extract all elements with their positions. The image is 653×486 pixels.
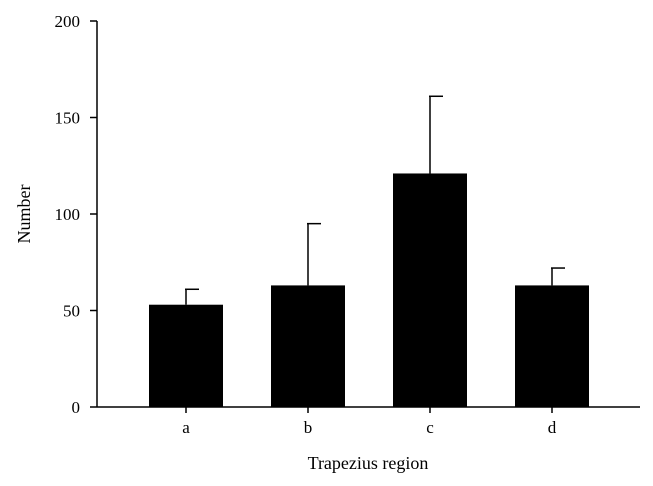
- x-ticks: a b c d: [182, 407, 557, 437]
- bar-d: [515, 285, 589, 407]
- x-tick-label-b: b: [304, 418, 313, 437]
- y-tick-label-50: 50: [63, 302, 80, 321]
- x-tick-label-c: c: [426, 418, 434, 437]
- bars: [149, 173, 589, 407]
- y-tick-label-0: 0: [72, 398, 81, 417]
- bar-b: [271, 285, 345, 407]
- error-bars: [185, 95, 565, 305]
- x-tick-label-d: d: [548, 418, 557, 437]
- y-ticks: 0 50 100 150 200: [55, 12, 97, 417]
- y-axis-title: Number: [14, 185, 34, 244]
- x-axis-title: Trapezius region: [308, 453, 429, 473]
- bar-a: [149, 304, 223, 407]
- y-tick-label-150: 150: [55, 109, 81, 128]
- x-tick-label-a: a: [182, 418, 190, 437]
- y-tick-label-200: 200: [55, 12, 81, 31]
- y-tick-label-100: 100: [55, 205, 81, 224]
- bar-c: [393, 173, 467, 407]
